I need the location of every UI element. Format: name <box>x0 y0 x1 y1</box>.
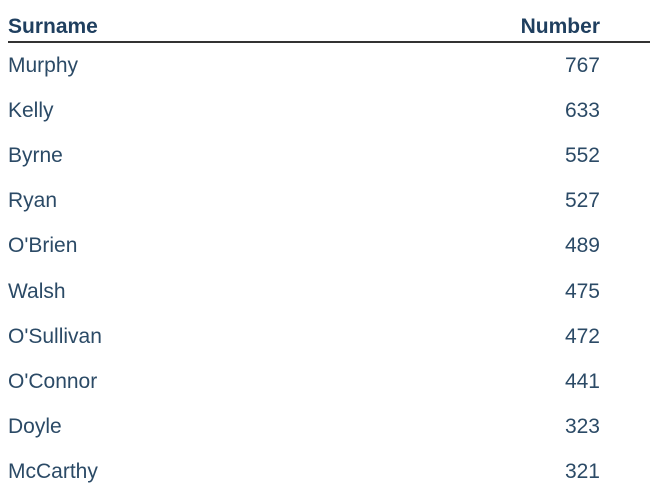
table-row: Kelly 633 <box>8 88 650 133</box>
table-row: Byrne 552 <box>8 133 650 178</box>
number-cell: 323 <box>564 415 600 439</box>
header-cell: Surname <box>8 8 278 43</box>
table-row: McCarthy 321 <box>8 450 650 495</box>
table-row: O'Sullivan 472 <box>8 314 650 359</box>
number-cell: 767 <box>564 53 600 77</box>
number-cell: 552 <box>564 143 600 167</box>
table-row: Walsh 475 <box>8 269 650 314</box>
surname-cell: Ryan <box>8 189 58 213</box>
number-cell: 633 <box>564 98 600 122</box>
table-row: Doyle 323 <box>8 405 650 450</box>
table-body: Murphy 767 Kelly 633 Byrne 552 Ryan 527 O'Brien 4… <box>8 42 650 495</box>
surname-cell: O'Connor <box>8 369 98 393</box>
surname-cell: O'Sullivan <box>8 324 102 348</box>
surname-table: Surname Number Murphy 767 Kelly 633 Byrne 552… <box>8 8 650 495</box>
surname-cell: O'Brien <box>8 234 78 258</box>
surname-cell: Murphy <box>8 53 79 77</box>
table-row: O'Brien 489 <box>8 224 650 269</box>
header-cell: Number <box>278 8 650 43</box>
surname-cell: Walsh <box>8 279 66 303</box>
surname-cell: Doyle <box>8 415 62 439</box>
header-row: Surname Number <box>8 8 650 43</box>
surname-cell: McCarthy <box>8 460 98 484</box>
table-row: O'Connor 441 <box>8 359 650 404</box>
number-cell: 475 <box>564 279 600 303</box>
surname-cell: Kelly <box>8 98 54 122</box>
table-row: Ryan 527 <box>8 179 650 224</box>
number-cell: 527 <box>564 189 600 213</box>
table-row: Murphy 767 <box>8 42 650 88</box>
number-cell: 472 <box>564 324 600 348</box>
number-cell: 321 <box>564 460 600 484</box>
surname-cell: Byrne <box>8 143 63 167</box>
number-cell: 441 <box>564 369 600 393</box>
number-cell: 489 <box>564 234 600 258</box>
